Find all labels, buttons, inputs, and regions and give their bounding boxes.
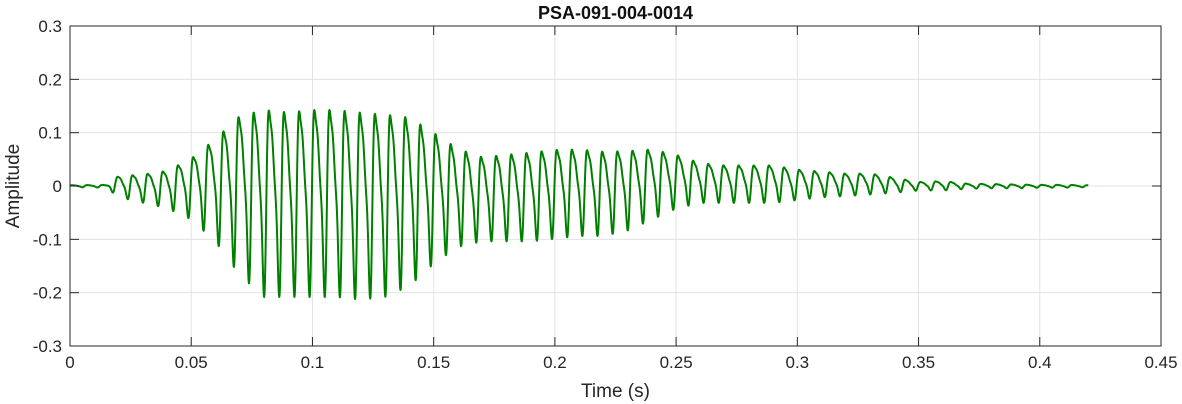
x-tick-label: 0 [65, 353, 74, 372]
x-tick-label: 0.25 [660, 353, 693, 372]
x-tick-label: 0.1 [301, 353, 325, 372]
y-tick-label: -0.2 [33, 284, 62, 303]
y-tick-label: 0.2 [38, 70, 62, 89]
x-tick-label: 0.35 [902, 353, 935, 372]
x-axis-title: Time (s) [581, 381, 650, 402]
y-tick-label: 0.1 [38, 124, 62, 143]
x-tick-label: 0.2 [543, 353, 567, 372]
x-tick-label: 0.4 [1028, 353, 1052, 372]
x-tick-label: 0.3 [786, 353, 810, 372]
series-line-amplitude [69, 109, 1090, 300]
y-axis-title: Amplitude [3, 144, 24, 229]
y-axis: -0.3 -0.2 -0.1 0 0.1 0.2 0.3 [33, 17, 1161, 356]
x-tick-label: 0.15 [417, 353, 450, 372]
x-tick-label: 0.05 [175, 353, 208, 372]
x-axis: 0 0.05 0.1 0.15 0.2 0.25 0.3 0.35 0.4 0.45 [65, 26, 1178, 372]
series-layer [69, 109, 1090, 300]
y-tick-label: -0.1 [33, 230, 62, 249]
y-tick-label: 0 [53, 177, 62, 196]
x-tick-label: 0.45 [1144, 353, 1177, 372]
chart-title: PSA-091-004-0014 [538, 3, 693, 23]
y-tick-label: -0.3 [33, 337, 62, 356]
y-tick-label: 0.3 [38, 17, 62, 36]
